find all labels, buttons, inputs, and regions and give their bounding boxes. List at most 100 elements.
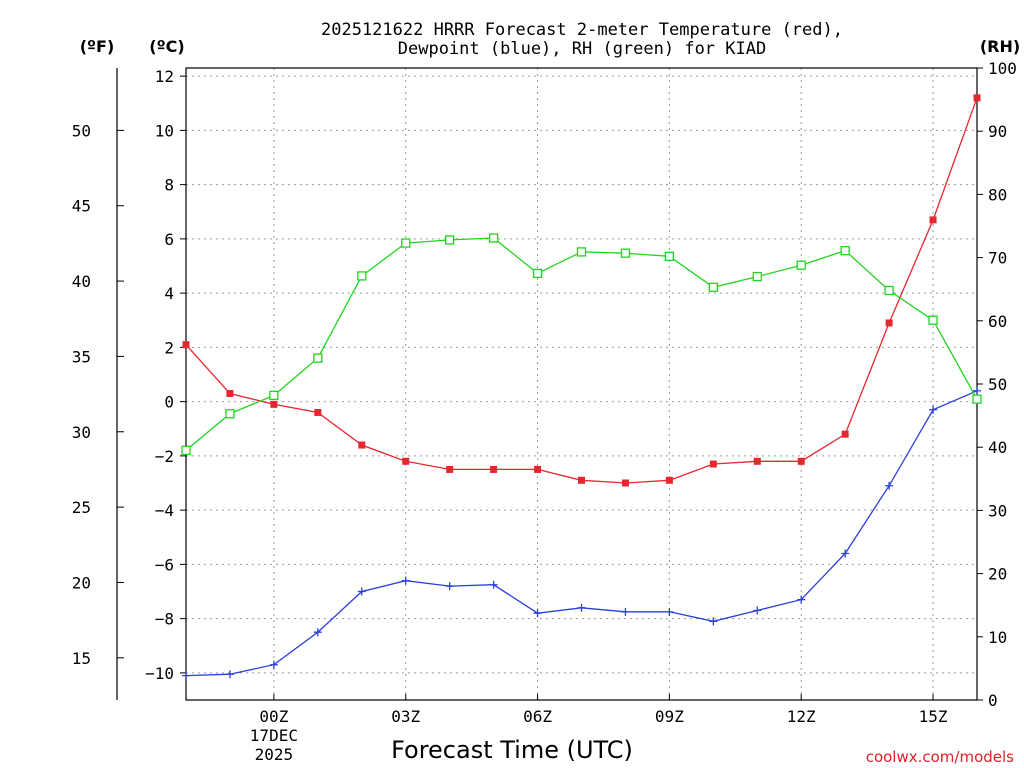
celsius-tick-label: 0	[164, 393, 174, 412]
celsius-tick-label: −2	[155, 447, 174, 466]
dewpoint-data-point	[445, 582, 454, 591]
rh-data-point	[445, 235, 455, 245]
temperature-data-point	[270, 400, 278, 408]
temperature-data-point	[314, 408, 322, 416]
celsius-tick-label: −8	[155, 610, 174, 629]
x-tick-label: 12Z	[787, 707, 816, 726]
dewpoint-data-point	[621, 607, 630, 616]
rh-data-point	[488, 233, 499, 243]
temperature-data-point	[578, 476, 585, 484]
celsius-tick-label: 4	[164, 284, 174, 303]
source-credit[interactable]: coolwx.com/models	[866, 748, 1014, 766]
chart-title-line1: 2025121622 HRRR Forecast 2-meter Tempera…	[321, 20, 843, 40]
dewpoint-data-point	[269, 660, 278, 669]
rh-data-point	[620, 248, 631, 258]
celsius-tick-label: 8	[164, 176, 174, 195]
celsius-unit-label: (ºC)	[149, 37, 184, 56]
fahrenheit-tick-label: 20	[72, 573, 91, 592]
dewpoint-data-point	[577, 603, 586, 612]
temperature-data-point	[490, 465, 498, 473]
temperature-data-point	[182, 341, 190, 349]
temperature-data-point	[753, 457, 761, 465]
dewpoint-data-point	[313, 628, 322, 637]
temperature-data-point	[446, 465, 454, 473]
rh-data-point	[181, 445, 191, 456]
x-tick-label: 00Z	[259, 707, 288, 726]
dewpoint-data-point	[753, 606, 762, 615]
rh-tick-label: 80	[988, 185, 1007, 204]
x-tick-label: 09Z	[655, 707, 684, 726]
rh-data-point	[884, 285, 894, 296]
temperature-series-line	[185, 97, 978, 484]
temperature-data-point	[885, 319, 893, 327]
dewpoint-data-point	[401, 576, 410, 585]
rh-data-point	[664, 251, 675, 261]
celsius-tick-label: −6	[155, 555, 174, 574]
rh-data-point	[532, 268, 543, 279]
celsius-tick-label: 2	[164, 338, 174, 357]
rh-tick-label: 70	[988, 249, 1007, 268]
dewpoint-data-point	[973, 386, 981, 395]
x-axis-title: Forecast Time (UTC)	[391, 736, 633, 764]
temperature-data-point	[929, 216, 937, 224]
chart-title-line2: Dewpoint (blue), RH (green) for KIAD	[398, 39, 766, 59]
temperature-data-point	[665, 476, 673, 484]
dewpoint-data-point	[225, 670, 234, 679]
dewpoint-data-point	[885, 481, 894, 490]
dewpoint-data-point	[929, 405, 938, 414]
axes	[116, 67, 983, 701]
rh-tick-label: 20	[988, 565, 1007, 584]
x-tick-year-label: 2025	[255, 745, 294, 764]
temperature-data-point	[358, 441, 366, 449]
rh-data-point	[972, 394, 982, 404]
rh-tick-label: 60	[988, 312, 1007, 331]
rh-data-point	[708, 282, 718, 292]
rh-data-point	[401, 238, 411, 248]
celsius-tick-label: −4	[155, 501, 174, 520]
x-tick-date-label: 17DEC	[250, 726, 298, 745]
dewpoint-data-point	[841, 549, 850, 558]
fahrenheit-tick-label: 45	[72, 197, 91, 216]
temperature-data-point	[534, 465, 542, 473]
celsius-tick-label: −10	[145, 664, 174, 683]
rh-tick-label: 40	[988, 438, 1007, 457]
rh-data-point	[752, 271, 762, 282]
temperature-data-point	[709, 460, 717, 468]
dewpoint-data-point	[709, 617, 718, 626]
dewpoint-data-point	[665, 607, 674, 616]
tick-labels: 121086420−2−4−6−8−1050454035302520151009…	[72, 59, 1017, 764]
rh-data-point	[576, 247, 587, 257]
rh-series-line	[185, 237, 978, 451]
fahrenheit-tick-label: 35	[72, 347, 91, 366]
celsius-tick-label: 6	[164, 230, 174, 249]
rh-data-point	[357, 271, 367, 281]
temperature-data-point	[797, 457, 805, 465]
rh-data-point	[796, 260, 806, 270]
dewpoint-data-point	[182, 671, 190, 680]
temperature-data-point	[226, 389, 234, 397]
fahrenheit-tick-label: 25	[72, 498, 91, 517]
rh-tick-label: 100	[988, 59, 1017, 78]
rh-unit-label: (RH)	[980, 37, 1020, 56]
fahrenheit-tick-label: 15	[72, 649, 91, 668]
rh-data-point	[269, 390, 279, 401]
rh-tick-label: 50	[988, 375, 1007, 394]
x-tick-label: 15Z	[919, 707, 948, 726]
celsius-tick-label: 12	[155, 67, 174, 86]
celsius-tick-label: 10	[155, 121, 174, 140]
dewpoint-data-point	[533, 609, 542, 618]
rh-data-point	[313, 353, 323, 363]
data-series	[181, 94, 982, 680]
x-tick-label: 06Z	[523, 707, 552, 726]
rh-tick-label: 0	[988, 691, 998, 710]
dewpoint-data-point	[357, 587, 366, 596]
temperature-data-point	[973, 94, 981, 102]
rh-tick-label: 90	[988, 122, 1007, 141]
x-tick-label: 03Z	[391, 707, 420, 726]
temperature-data-point	[841, 430, 849, 438]
fahrenheit-tick-label: 30	[72, 423, 91, 442]
dewpoint-data-point	[489, 580, 498, 589]
rh-tick-label: 10	[988, 628, 1007, 647]
fahrenheit-tick-label: 40	[72, 272, 91, 291]
